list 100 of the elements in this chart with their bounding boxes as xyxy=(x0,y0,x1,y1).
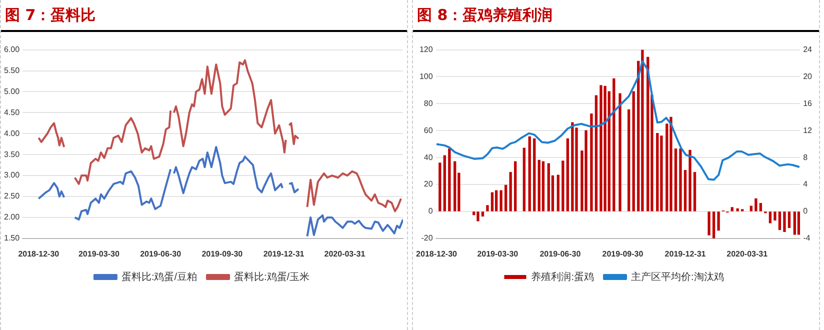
bar xyxy=(528,136,531,212)
y-tick-label: 4.00 xyxy=(4,128,20,138)
bar xyxy=(768,212,772,224)
x-tick-label: 2019-03-30 xyxy=(477,249,519,258)
y-tick-label: 120 xyxy=(419,45,434,54)
chart-title: 图 7：蛋料比 xyxy=(1,0,407,32)
legend-label: 蛋料比:鸡蛋/玉米 xyxy=(234,270,310,283)
y2-tick-label: 8 xyxy=(803,152,808,162)
y2-tick-label: 16 xyxy=(803,98,813,108)
bar xyxy=(612,78,616,212)
y-tick-label: 40 xyxy=(424,152,434,162)
bar xyxy=(641,50,644,212)
bar xyxy=(443,155,446,212)
bar xyxy=(774,212,776,221)
bar xyxy=(708,212,710,236)
legend-label: 主产区平均价:淘汰鸡 xyxy=(631,270,724,283)
bar xyxy=(486,205,489,212)
x-tick-label: 2018-12-30 xyxy=(416,249,458,258)
bar xyxy=(600,85,602,212)
x-tick-label: 2019-06-30 xyxy=(540,249,582,258)
bar xyxy=(476,212,480,222)
bar xyxy=(754,198,758,212)
y2-tick-label: -4 xyxy=(803,234,811,243)
bar xyxy=(604,86,606,212)
y-tick-label: 60 xyxy=(424,126,434,135)
x-tick-label: 2019-12-31 xyxy=(263,249,305,258)
y-tick-label: 3.00 xyxy=(4,170,20,180)
bar xyxy=(522,148,526,212)
bar xyxy=(736,208,739,212)
bar xyxy=(538,160,540,212)
x-tick-label: 2019-12-31 xyxy=(664,249,706,258)
y2-tick-label: 12 xyxy=(803,126,813,135)
bar xyxy=(481,212,484,216)
y-tick-label: 20 xyxy=(424,180,434,189)
bar xyxy=(660,136,663,212)
x-tick-label: 2020-03-31 xyxy=(726,249,768,258)
y-tick-label: 1.50 xyxy=(4,234,20,243)
bar xyxy=(500,190,502,212)
bar xyxy=(797,212,800,235)
bar xyxy=(788,212,791,228)
x-tick-label: 2019-06-30 xyxy=(140,249,182,258)
bar xyxy=(514,161,517,212)
bar xyxy=(533,138,536,212)
bar xyxy=(504,184,508,212)
legend-label: 蛋料比:鸡蛋/豆粕 xyxy=(121,270,198,283)
bar xyxy=(618,93,622,212)
x-tick-label: 2019-09-30 xyxy=(602,249,644,258)
bar xyxy=(730,207,734,212)
x-tick-label: 2019-03-30 xyxy=(78,249,120,258)
bar xyxy=(448,148,451,212)
y-tick-label: 4.50 xyxy=(4,108,20,117)
bar xyxy=(454,161,456,212)
y-tick-label: 6.00 xyxy=(4,45,20,54)
x-tick-label: 2020-03-31 xyxy=(324,249,366,258)
bar xyxy=(684,170,687,212)
bar xyxy=(562,160,564,212)
bar xyxy=(628,109,630,212)
bar xyxy=(750,206,752,212)
y-tick-label: 5.00 xyxy=(4,86,20,96)
y-tick-label: 100 xyxy=(419,72,434,81)
bar xyxy=(712,212,716,238)
bar xyxy=(717,212,720,231)
y-tick-label: 2.50 xyxy=(4,192,20,201)
bar xyxy=(656,132,659,212)
bar xyxy=(584,130,588,212)
bar xyxy=(556,174,560,212)
bar xyxy=(594,95,598,212)
y2-tick-label: 4 xyxy=(803,180,808,189)
bar xyxy=(679,148,682,212)
bar xyxy=(793,212,796,235)
bar xyxy=(778,212,782,230)
y-tick-label: 5.50 xyxy=(4,66,20,75)
y2-tick-label: 24 xyxy=(803,45,813,54)
bar xyxy=(490,192,494,212)
y-tick-label: 3.50 xyxy=(4,150,20,159)
bar xyxy=(632,91,635,212)
bar xyxy=(688,150,692,212)
bar xyxy=(670,116,672,212)
bar xyxy=(759,203,762,212)
bar xyxy=(542,161,545,212)
y-tick-label: -20 xyxy=(421,234,434,243)
bar xyxy=(571,122,574,212)
bar xyxy=(438,162,442,212)
y2-tick-label: 20 xyxy=(803,72,813,81)
bar xyxy=(566,138,569,212)
x-tick-label: 2019-09-30 xyxy=(202,249,244,258)
chart-title: 图 8：蛋鸡养殖利润 xyxy=(413,0,819,32)
bar xyxy=(509,172,512,212)
y2-tick-label: 0 xyxy=(803,206,808,216)
bar xyxy=(494,190,498,212)
bar xyxy=(674,148,678,212)
y-tick-label: 0 xyxy=(428,206,434,216)
legend-label: 养殖利润:蛋鸡 xyxy=(531,270,594,283)
bar xyxy=(547,163,550,212)
bar xyxy=(783,212,786,232)
y-tick-label: 2.00 xyxy=(4,212,20,222)
bar xyxy=(590,113,593,212)
bar xyxy=(693,172,696,212)
y-tick-label: 80 xyxy=(424,98,434,108)
x-tick-label: 2018-12-30 xyxy=(18,249,60,258)
